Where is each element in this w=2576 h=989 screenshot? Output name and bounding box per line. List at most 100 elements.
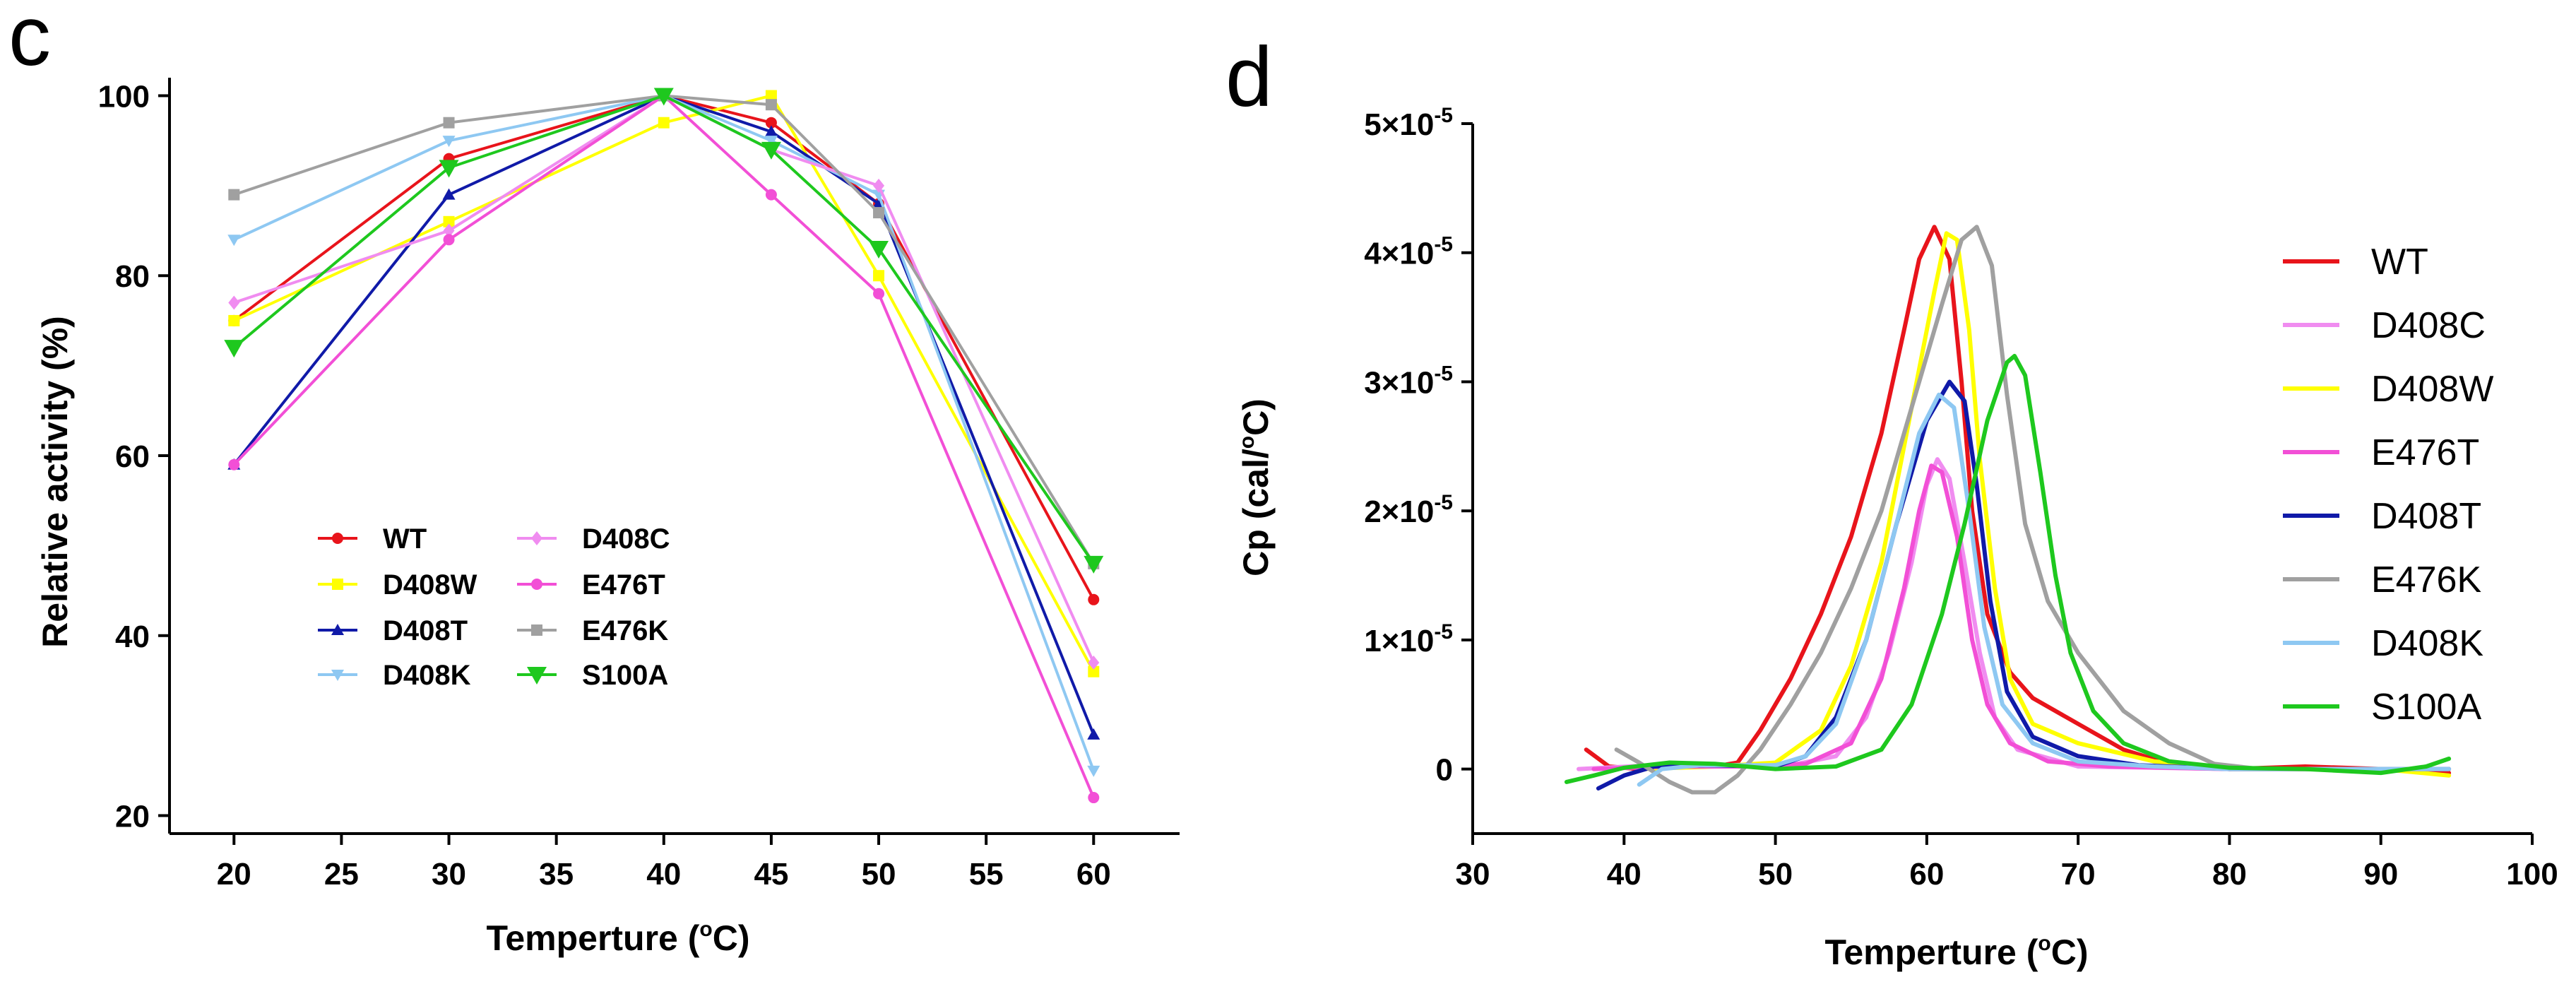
panel-c-y-axis-title: Relative activity (%) [35,316,75,648]
legend-label-e476t: E476T [582,569,665,600]
point-s100a-20 [224,340,244,358]
point-d408c-50 [873,178,885,193]
panel-c-y-ticks: 20 40 60 80 100 [98,79,170,834]
y-tick-label-3: 3×10-5 [1364,362,1453,400]
point-s100a-45 [761,141,781,160]
point-e476k-20 [228,189,240,201]
legend-item-d408k: D408K [318,660,471,691]
series-line-s100a [232,94,1095,564]
legend-label-d408k: D408K [383,660,471,691]
point-d408w-30 [443,215,455,227]
y-tick-label-2: 2×10-5 [1364,491,1453,529]
legend-item-d408k: D408K [2283,623,2483,664]
series-line-d408k [233,94,1096,771]
legend-label-d408c: D408C [582,523,670,555]
legend-item-d408w: D408W [318,569,477,600]
legend-item-d408t: D408T [2283,496,2481,537]
point-e476t-60 [1088,792,1100,804]
legend-label-e476k: E476K [2371,559,2481,600]
y-tick-mantissa: 5×10 [1364,107,1434,142]
legend-item-s100a: S100A [517,660,668,691]
y-tick-mantissa: 1×10 [1364,624,1434,658]
legend-marker-s100a [527,667,547,685]
y-tick-mantissa: 4×10 [1364,237,1434,271]
legend-label-e476t: E476T [2371,432,2479,473]
y-tick-label-1: 1×10-5 [1364,620,1453,658]
point-d408w-50 [873,270,885,282]
curve-d408c [1577,457,2452,771]
x-tick-label-45: 45 [754,857,788,892]
y-tick-exponent: -5 [1434,362,1453,385]
series-line-e476k [233,94,1096,564]
point-d408c-20 [228,295,240,310]
legend-item-s100a: S100A [2283,687,2481,728]
panel-c: c 20 25 30 35 40 45 50 55 60 20 40 60 80 100 WT D408W… [8,0,1180,958]
panel-d-legend: WT D408C D408W E476T D408T E476K D408K S100A [2283,242,2493,728]
panel-c-legend: WT D408W D408T D408K D408C E476T E476K S100A [318,523,670,691]
point-d408w-40 [658,117,670,129]
legend-item-wt: WT [318,523,427,555]
legend-label-d408t: D408T [383,615,468,646]
x-tick-label-100: 100 [2506,857,2558,892]
point-wt-45 [765,117,777,129]
y-tick-label-4: 4×10-5 [1364,233,1453,271]
legend-item-d408t: D408T [318,615,468,646]
series-e476t [228,90,1100,804]
x-tick-label-60: 60 [1076,857,1111,892]
panel-c-x-axis-title: Temperture (oC) [487,918,750,958]
legend-label-wt: WT [2371,242,2428,283]
panel-d-x-axis-title: Temperture (oC) [1825,932,2089,972]
legend-item-d408c: D408C [517,523,670,555]
panel-d-axes [1471,124,2532,835]
series-d408k [227,90,1100,777]
x-tick-label-35: 35 [539,857,574,892]
x-tick-label-90: 90 [2363,857,2398,892]
panel-d-letter: d [1225,30,1273,124]
point-d408t-45 [764,125,778,137]
x-tick-label-80: 80 [2212,857,2247,892]
panel-d: d 30 40 50 60 70 80 90 100 01×10-52×10-53×10-54… [1225,30,2558,972]
y-tick-mantissa: 3×10 [1364,365,1434,400]
curve-e476t [1591,463,2452,771]
curve-d408w [1637,231,2452,778]
curve-s100a [1564,353,2452,784]
point-e476t-45 [765,189,777,201]
legend-label-s100a: S100A [582,660,668,691]
panel-d-y-title-end: C) [1236,398,1276,436]
panel-d-y-axis-title: Cp (cal/oC) [1235,398,1276,576]
panel-c-x-title-end: C) [713,918,750,958]
panel-d-series [1564,225,2452,795]
y-tick-exponent: -5 [1434,491,1453,514]
panel-d-y-title-sup: o [1235,436,1259,449]
y-tick-label-20: 20 [115,800,150,834]
point-d408c-30 [443,223,455,238]
x-tick-label-40: 40 [646,857,681,892]
x-tick-label-25: 25 [324,857,359,892]
point-d408k-45 [764,136,778,148]
panel-c-x-ticks: 20 25 30 35 40 45 50 55 60 [217,834,1111,892]
point-d408w-20 [228,314,240,326]
x-tick-label-30: 30 [432,857,466,892]
y-tick-label-60: 60 [115,439,150,474]
point-d408c-60 [1088,655,1100,670]
curve-d408t [1596,379,2452,790]
series-e476k [228,90,1100,569]
panel-d-x-title-end: C) [2051,932,2089,972]
legend-label-d408c: D408C [2371,305,2486,346]
panel-d-y-title-main: Cp (cal/ [1236,449,1276,576]
point-e476k-50 [873,207,885,219]
point-e476k-45 [765,99,777,111]
legend-label-d408t: D408T [2371,496,2481,537]
legend-label-d408k: D408K [2371,623,2483,664]
y-tick-label-5: 5×10-5 [1364,104,1453,142]
panel-c-x-title-main: Temperture ( [487,918,700,958]
legend-marker-d408c [531,531,542,545]
x-tick-label-30: 30 [1456,857,1490,892]
panel-c-x-title-sup: o [699,918,712,941]
x-tick-label-40: 40 [1607,857,1642,892]
legend-marker-d408w [332,579,343,590]
point-d408w-60 [1088,665,1100,677]
x-tick-label-55: 55 [969,857,1004,892]
point-e476t-30 [443,234,455,246]
